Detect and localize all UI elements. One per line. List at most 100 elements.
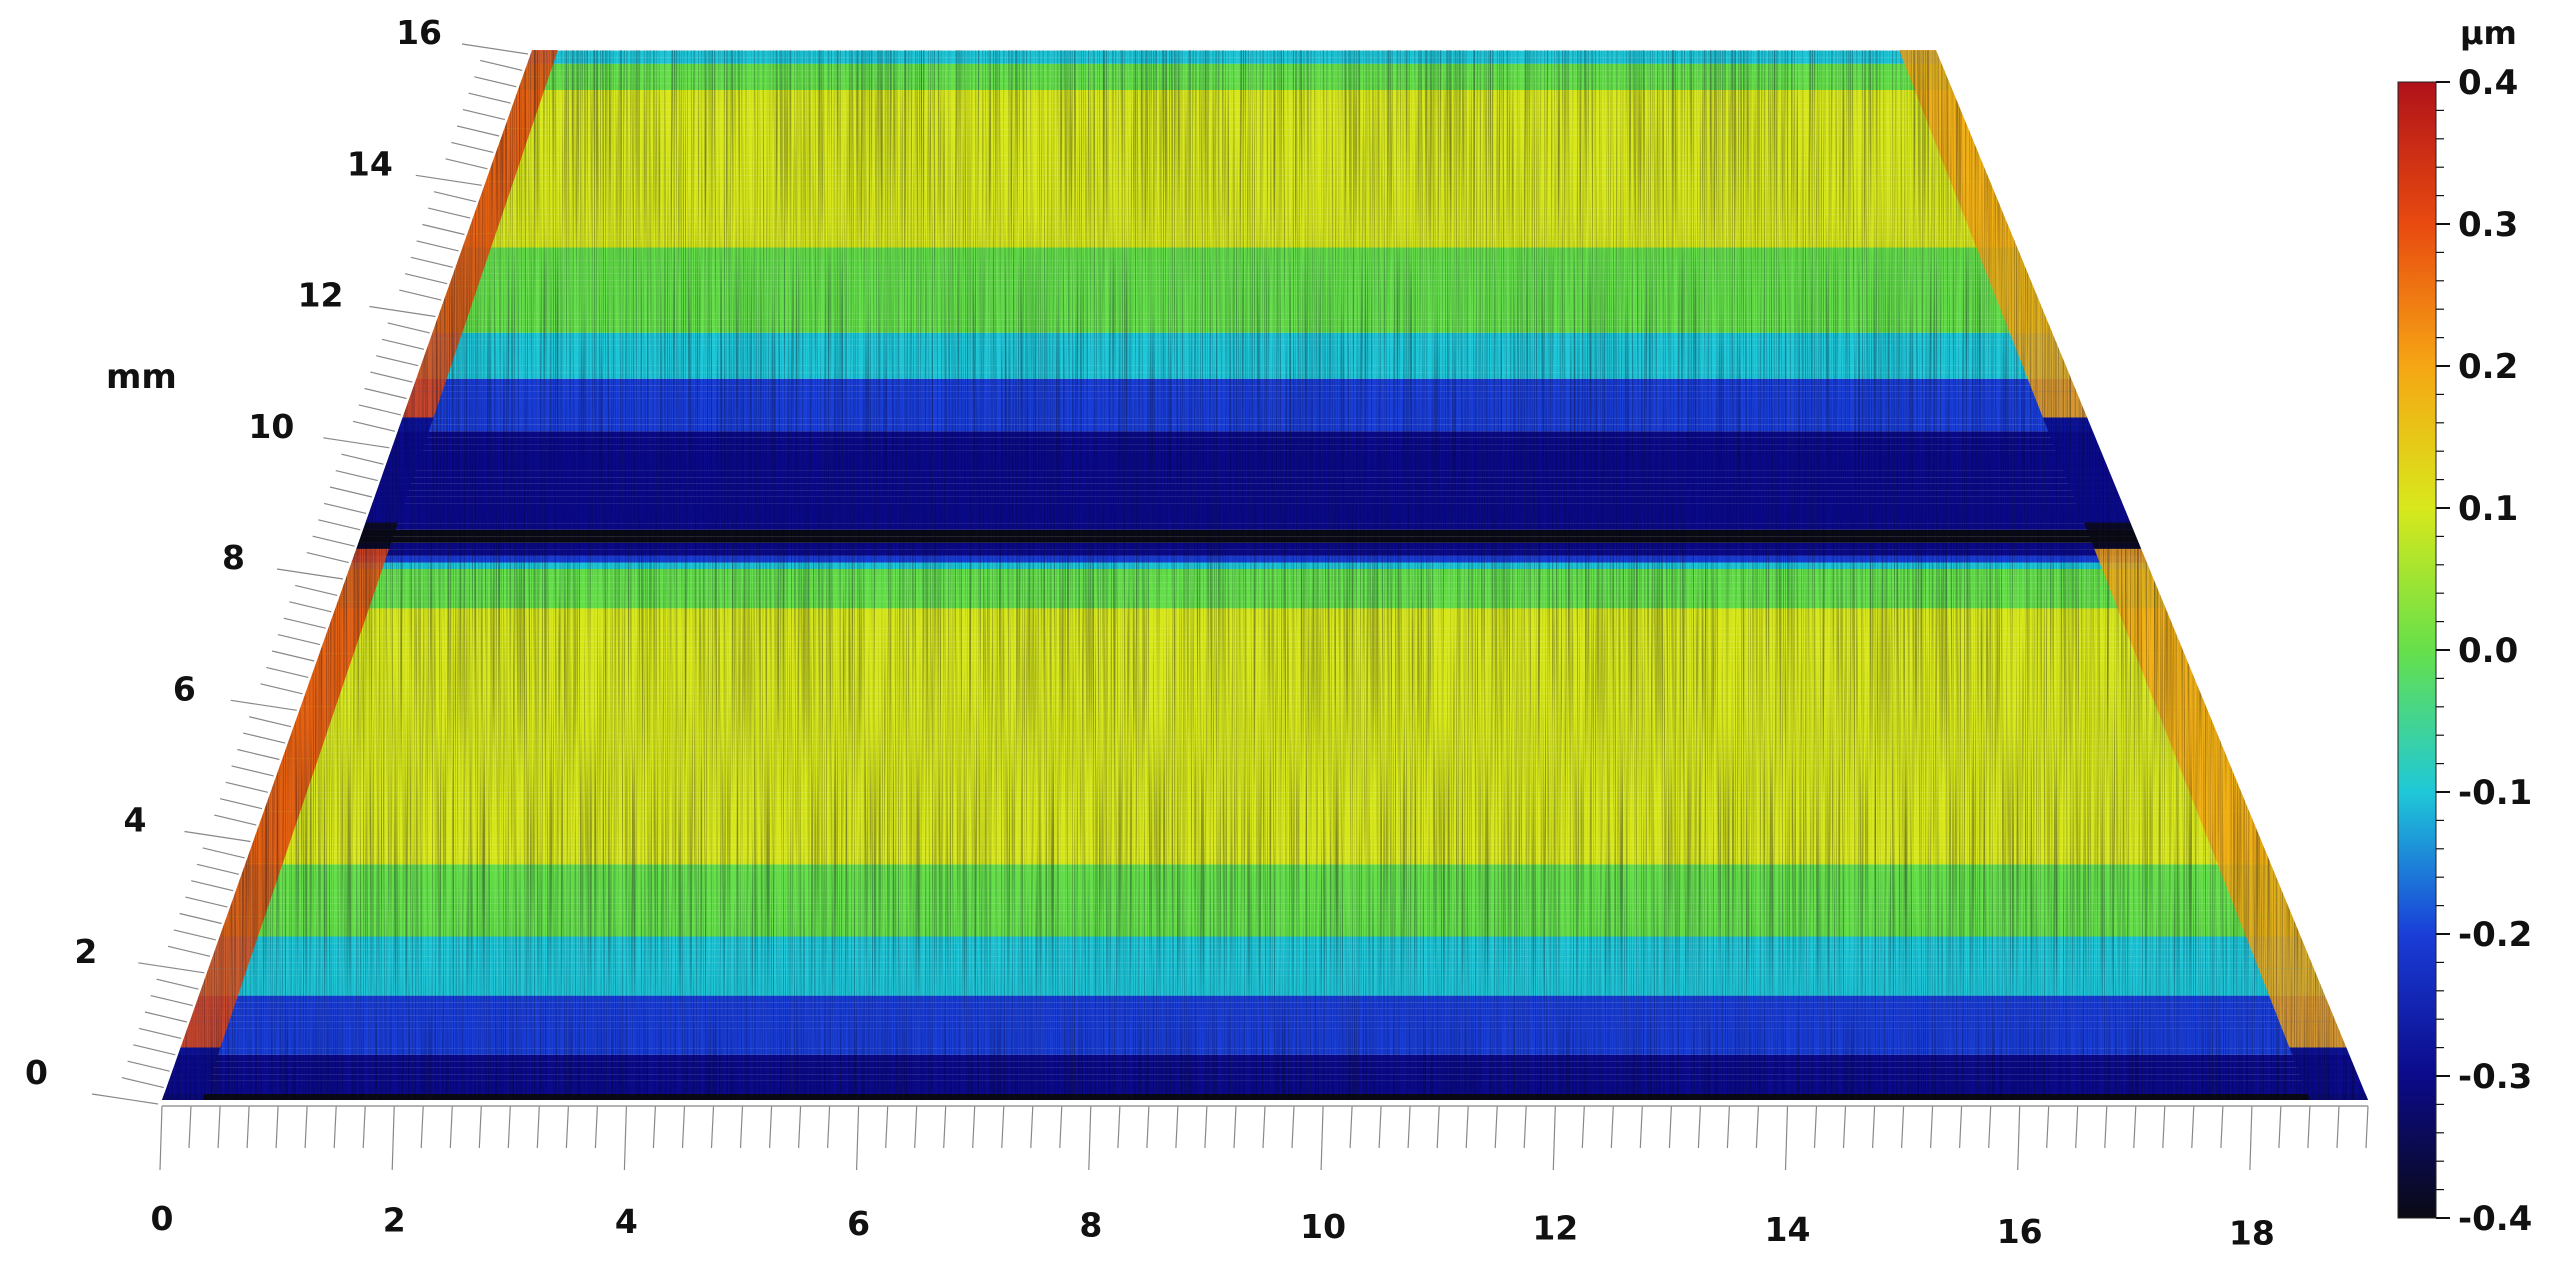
y-tick [474,76,517,88]
y-tick-label: 12 [298,276,344,315]
y-tick [184,830,251,843]
x-tick [1610,1105,1614,1149]
y-tick [364,387,407,400]
colorbar-tick-label: 0.2 [2458,347,2518,387]
y-tick [323,502,367,514]
x-tick [2104,1105,2108,1149]
x-tick [565,1105,569,1149]
y-tick [230,699,297,711]
y-tick [352,420,396,432]
x-tick [1465,1105,1469,1149]
colorbar-tick-label: -0.1 [2458,773,2532,813]
y-tick [335,470,378,482]
x-tick [1291,1105,1295,1149]
y-tick-label: 4 [124,801,147,840]
y-tick [248,716,292,728]
y-tick [237,748,280,761]
x-tick [1233,1105,1237,1149]
y-tick [127,1060,170,1072]
y-tick [306,552,349,564]
y-tick [312,535,355,547]
x-tick [333,1105,337,1149]
x-tick [275,1105,279,1149]
y-tick [133,1044,176,1056]
y-tick [422,223,465,236]
y-tick [433,191,477,203]
x-tick [710,1105,715,1149]
y-tick [416,240,459,252]
x-tick [507,1105,511,1149]
x-tick [1262,1105,1266,1149]
x-tick [1988,1105,1992,1149]
colorbar-tick-label: -0.4 [2458,1199,2532,1239]
y-tick-label: 8 [222,538,245,577]
x-tick [2307,1105,2311,1149]
x-tick [798,1105,802,1149]
x-tick [1842,1105,1847,1149]
x-tick [1494,1105,1498,1149]
x-tick-label: 18 [2229,1213,2275,1252]
colorbar-tick-label: 0.0 [2458,631,2518,671]
y-tick [173,929,216,941]
colorbar-tick-label: -0.2 [2458,915,2532,955]
y-tick-label: 16 [396,13,442,52]
x-tick [2249,1105,2253,1171]
colorbar-tick-label: 0.1 [2458,489,2518,529]
x-tick [1697,1105,1701,1149]
y-tick [277,634,321,646]
y-tick [399,289,442,301]
y-tick [404,273,448,285]
x-tick [1901,1105,1905,1149]
y-tick [185,896,228,908]
y-tick [369,305,436,318]
colorbar [2397,81,2437,1219]
y-tick [461,43,529,55]
x-tick [856,1105,860,1171]
y-tick [456,125,500,137]
x-tick [1872,1105,1876,1149]
x-tick [2278,1105,2282,1149]
y-tick-label: 0 [25,1053,48,1092]
x-tick [1030,1105,1034,1149]
x-tick [159,1105,163,1171]
y-tick [341,453,384,465]
x-tick-label: 0 [151,1199,174,1238]
x-tick [2046,1105,2050,1149]
x-tick [623,1105,627,1171]
y-tick [138,962,205,974]
y-tick [283,617,326,629]
x-tick [1668,1105,1672,1149]
x-tick [885,1105,889,1149]
x-tick [536,1105,540,1149]
y-tick [202,847,245,859]
y-tick [295,584,338,596]
x-tick [391,1105,395,1171]
colorbar-ticks: 0.4 0.3 0.2 0.1 0.0 -0.1 -0.2 -0.3 -0.4 [2436,63,2532,1239]
y-tick [323,437,390,449]
x-tick [1552,1105,1556,1171]
y-tick [225,781,268,793]
y-tick [289,601,332,613]
x-tick [1726,1105,1730,1149]
x-tick [1930,1105,1934,1149]
y-tick [387,322,430,334]
y-tick-label: 14 [347,144,393,183]
x-tick [420,1105,424,1149]
x-tick [1784,1105,1789,1171]
x-tick [478,1105,482,1149]
y-tick [138,1027,182,1039]
y-tick [156,978,199,990]
x-tick-label: 14 [1765,1210,1811,1249]
x-tick-label: 2 [383,1201,406,1240]
y-tick [381,338,425,350]
x-axis-ticks: 0 2 4 6 8 10 12 14 16 18 [151,1105,2369,1252]
x-tick [1001,1105,1005,1149]
y-tick [144,1011,188,1023]
colorbar-tick-label: 0.3 [2458,205,2518,245]
x-tick-label: 8 [1079,1205,1102,1244]
y-axis-label: mm [106,357,177,397]
x-tick [2162,1105,2166,1149]
x-tick [739,1105,744,1149]
x-tick-label: 16 [1997,1212,2043,1251]
